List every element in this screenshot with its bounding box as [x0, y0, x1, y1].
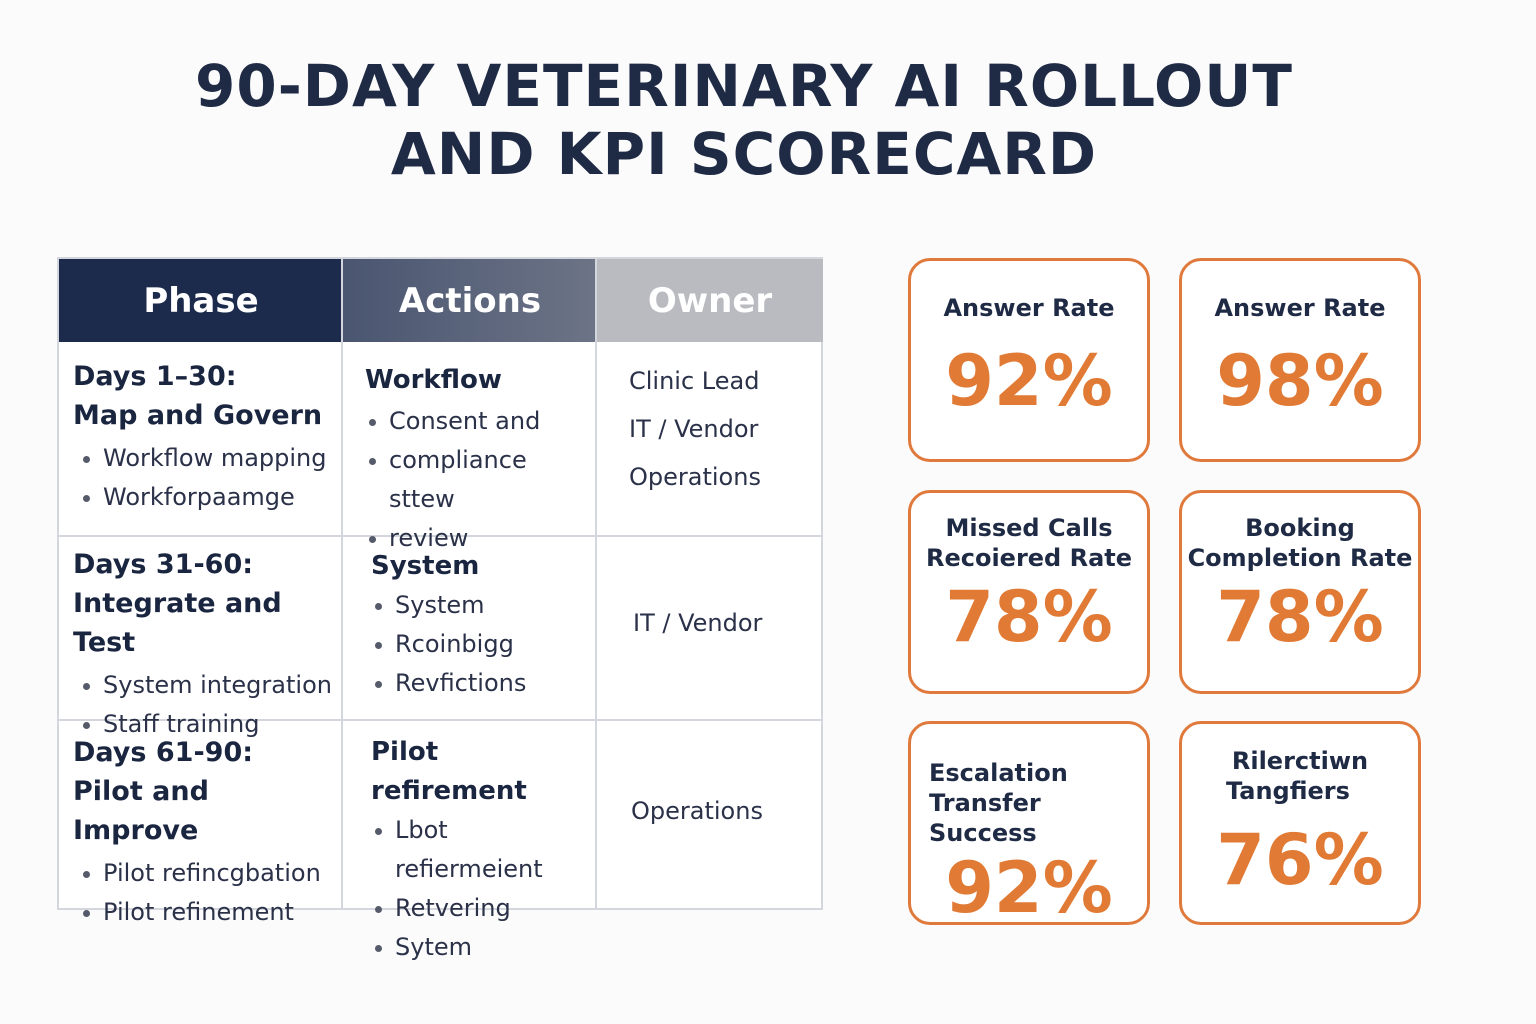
kpi-card-booking-completion: Booking Completion Rate 78%	[1179, 490, 1421, 694]
list-item: Retvering	[371, 889, 593, 928]
table-row-1-actions: Workflow Consent and compliance sttew re…	[365, 361, 593, 558]
table-row-3-owner: Operations	[631, 787, 821, 835]
kpi-value: 92%	[945, 340, 1113, 422]
list-item: System integration	[73, 666, 335, 705]
table-row-2-owner: IT / Vendor	[633, 599, 823, 647]
column-divider	[341, 259, 343, 908]
kpi-card-escalation-transfer: Escalation Transfer Success 92%	[908, 721, 1150, 929]
list-item: Consent and	[365, 402, 593, 441]
phase-name: Map and Govern	[73, 400, 323, 431]
rollout-table: Phase Actions Owner Days 1–30: Map and G…	[57, 257, 823, 961]
owner-name: Operations	[631, 797, 763, 825]
phase-name: Integrate and Test	[73, 588, 282, 658]
kpi-label: Answer Rate	[943, 294, 1115, 322]
table-row-1-phase: Days 1–30: Map and Govern Workflow mappi…	[73, 357, 335, 517]
table-row-3-actions: Pilot refirement Lbot refiermeient Retve…	[371, 733, 593, 967]
kpi-label: Completion Rate	[1187, 544, 1413, 572]
kpi-label: Missed Calls	[945, 514, 1113, 542]
kpi-label: Success	[929, 819, 1037, 847]
row-divider	[59, 535, 821, 537]
kpi-card-answer-rate-2: Answer Rate 98%	[1179, 258, 1421, 462]
page-title: 90-DAY VETERINARY AI ROLLOUT AND KPI SCO…	[0, 52, 1488, 188]
list-item: Staff training	[73, 705, 335, 744]
kpi-value: 78%	[1216, 576, 1384, 658]
owner-name: IT / Vendor	[629, 415, 759, 443]
title-line-2: AND KPI SCORECARD	[390, 120, 1098, 188]
action-heading: Pilot refirement	[371, 737, 527, 806]
header-phase: Phase	[59, 259, 343, 342]
list-item: Workforpaamge	[73, 478, 335, 517]
phase-days: Days 1–30:	[73, 361, 237, 392]
kpi-label: Recoiered Rate	[925, 544, 1133, 572]
header-owner: Owner	[597, 259, 823, 342]
action-heading: Workflow	[365, 365, 502, 395]
kpi-label: Escalation Transfer	[929, 759, 1068, 817]
row-divider	[59, 719, 821, 721]
kpi-value: 92%	[945, 847, 1113, 929]
list-item: compliance sttew	[365, 441, 593, 519]
table-row-1-owner: Clinic Lead IT / Vendor Operations	[629, 357, 819, 501]
column-divider	[595, 259, 597, 908]
kpi-label: Rilerctiwn	[1231, 747, 1369, 775]
title-line-1: 90-DAY VETERINARY AI ROLLOUT	[195, 52, 1293, 120]
owner-name: Clinic Lead	[629, 367, 760, 395]
table-row-3-phase: Days 61-90: Pilot and Improve Pilot refi…	[73, 733, 335, 932]
kpi-value: 78%	[945, 576, 1113, 658]
kpi-card-missed-calls: Missed Calls Recoiered Rate 78%	[908, 490, 1150, 694]
list-item: Workflow mapping	[73, 439, 335, 478]
list-item: Rcoinbigg	[371, 625, 593, 664]
list-item: Pilot refinement	[73, 893, 335, 932]
kpi-value: 76%	[1216, 819, 1384, 901]
list-item: review	[365, 519, 593, 558]
kpi-card-answer-rate: Answer Rate 92%	[908, 258, 1150, 462]
list-item: Pilot refincgbation	[73, 854, 335, 893]
kpi-label: Answer Rate	[1214, 294, 1386, 322]
kpi-card-transfers: Rilerctiwn Tangfiers 76%	[1179, 721, 1421, 925]
owner-name: IT / Vendor	[633, 609, 763, 637]
owner-name: Operations	[629, 463, 761, 491]
action-heading: System	[371, 551, 480, 581]
kpi-value: 98%	[1216, 340, 1384, 422]
phase-days: Days 61-90:	[73, 737, 254, 768]
list-item: System	[371, 586, 593, 625]
kpi-label: Booking	[1245, 514, 1355, 542]
list-item: Lbot refiermeient	[371, 811, 593, 889]
phase-days: Days 31-60:	[73, 549, 254, 580]
list-item: Revfictions	[371, 664, 593, 703]
table-row-2-phase: Days 31-60: Integrate and Test System in…	[73, 545, 335, 744]
phase-name: Pilot and Improve	[73, 776, 209, 846]
header-actions: Actions	[343, 259, 597, 342]
kpi-label: Tangfiers	[1226, 777, 1350, 805]
table-row-2-actions: System System Rcoinbigg Revfictions	[371, 547, 593, 703]
list-item: Sytem	[371, 928, 593, 967]
